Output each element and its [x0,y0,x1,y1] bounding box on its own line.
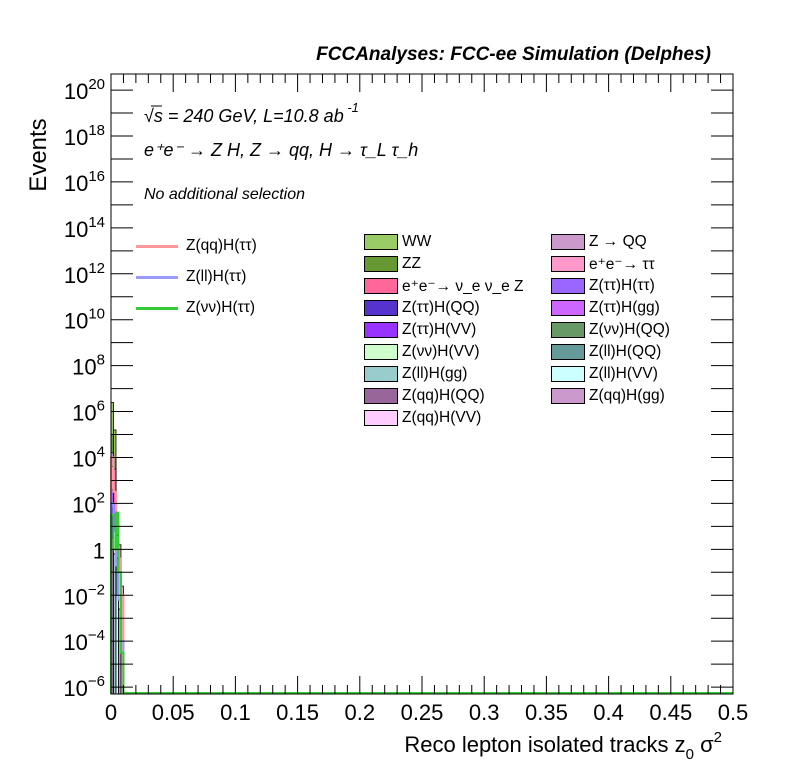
legend-label: Z(qq)H(gg) [589,387,665,404]
x-tick-label-3: 0.15 [276,700,319,725]
legend-label: Z(qq)H(QQ) [402,387,485,404]
y-tick-label-6: 108 [72,352,105,380]
y-tick-label-5: 1010 [64,306,105,334]
legend-bkg-col1-7: Z(qq)H(QQ) [364,386,485,406]
x-tick-label-5: 0.25 [401,700,444,725]
legend-label: Z → QQ [589,233,647,250]
legend-bkg-col1-2: e⁺e⁻→ ν_e ν_e Z [364,276,523,296]
signal-line-2 [110,511,125,694]
legend-box-swatch [551,278,585,294]
legend-label: Z(ll)H(ττ) [186,268,247,285]
legend-bkg-col2-6: Z(ll)H(VV) [551,364,658,384]
x-tick-label-0: 0 [105,700,117,725]
x-tick-label-2: 0.1 [220,700,251,725]
axes [110,73,734,695]
legend-box-swatch [551,366,585,382]
y-axis-label: Events [25,118,52,191]
legend-label: Z(ττ)H(QQ) [402,299,480,316]
legend-box-swatch [551,234,585,250]
y-tick-label-12: 10−4 [63,627,105,655]
y-tick-label-2: 1016 [64,168,105,196]
legend-box-swatch [551,344,585,360]
legend-bkg-col1-8: Z(qq)H(VV) [364,408,481,428]
legend-label: Z(νν)H(VV) [402,343,480,360]
legend-label: e⁺e⁻→ ν_e ν_e Z [402,277,524,295]
legend-line-swatch [136,275,178,279]
selection-label: No additional selection [144,186,305,203]
y-tick-label-0: 1020 [64,76,105,104]
x-tick-label-8: 0.4 [593,700,624,725]
y-tick-label-11: 10−2 [63,581,105,609]
signal-lines [110,456,733,694]
y-tick-label-10: 1 [93,538,105,563]
x-tick-label-9: 0.45 [649,700,692,725]
legend-box-swatch [551,256,585,272]
legend-label: Z(ττ)H(gg) [589,299,660,316]
energy-label: √s = 240 GeV, L=10.8 ab -1 [144,100,359,126]
y-tick-label-7: 106 [72,398,105,426]
y-tick-label-3: 1014 [64,214,105,242]
legend-bkg-col1-1: ZZ [364,254,421,274]
legend-box-swatch [364,256,398,272]
legend-signal-2: Z(νν)H(ττ) [136,298,255,318]
legend-box-swatch [551,300,585,316]
legend-box-swatch [364,366,398,382]
legend-bkg-col1-0: WW [364,232,431,252]
legend-label: Z(νν)H(QQ) [589,321,670,338]
legend-bkg-col1-6: Z(ll)H(gg) [364,364,467,384]
legend-bkg-col2-1: e⁺e⁻→ ττ [551,254,655,274]
legend-box-swatch [364,410,398,426]
y-tick-label-9: 102 [72,489,105,517]
legend-box-swatch [551,388,585,404]
x-tick-label-7: 0.35 [525,700,568,725]
legend-label: Z(νν)H(ττ) [186,299,256,316]
legend-label: WW [402,233,432,250]
legend-bkg-col2-7: Z(qq)H(gg) [551,386,665,406]
legend-box-swatch [364,344,398,360]
legend-bkg-col2-3: Z(ττ)H(gg) [551,298,660,318]
process-label: e⁺e⁻ → Z H, Z → qq, H → τ_L τ_h [144,140,418,160]
legend-signal-0: Z(qq)H(ττ) [136,236,257,256]
legend-label: Z(ττ)H(VV) [402,321,477,338]
legend-bkg-col2-0: Z → QQ [551,232,647,252]
x-tick-label-4: 0.2 [345,700,376,725]
legend-box-swatch [364,322,398,338]
legend-label: Z(ll)H(QQ) [589,343,662,360]
header-title: FCCAnalyses: FCC-ee Simulation (Delphes) [316,44,711,65]
legend-box-swatch [364,234,398,250]
legend-box-swatch [364,388,398,404]
legend-label: Z(ll)H(VV) [589,365,658,382]
legend-bkg-col2-2: Z(ττ)H(ττ) [551,276,655,296]
x-tick-label-10: 0.5 [718,700,749,725]
legend-box-swatch [364,300,398,316]
legend-bkg-col1-5: Z(νν)H(VV) [364,342,480,362]
legend-box-swatch [551,322,585,338]
y-tick-label-8: 104 [72,443,105,471]
x-tick-label-6: 0.3 [469,700,500,725]
legend-bkg-col2-5: Z(ll)H(QQ) [551,342,661,362]
legend-bkg-col2-4: Z(νν)H(QQ) [551,320,670,340]
legend-bkg-col1-3: Z(ττ)H(QQ) [364,298,480,318]
legend-signal-1: Z(ll)H(ττ) [136,267,246,287]
legend-box-swatch [364,278,398,294]
legend-line-swatch [136,306,178,310]
legend-label: Z(ll)H(gg) [402,365,468,382]
x-tick-label-1: 0.05 [152,700,195,725]
text-labels: 1020 1018 1016 1014 1012 1010 108 106 104 102 1 10−… [25,44,748,763]
y-tick-label-4: 1012 [64,260,105,288]
legend-label: Z(qq)H(VV) [402,409,482,426]
legend-label: ZZ [402,255,421,272]
plot-frame [110,73,734,695]
legend-label: e⁺e⁻→ ττ [589,255,655,273]
x-axis-label: Reco lepton isolated tracks z0 σ2 [404,729,722,763]
legend-label: Z(qq)H(ττ) [186,237,257,254]
y-tick-label-1: 1018 [64,122,105,150]
legend-line-swatch [136,244,178,248]
y-tick-label-13: 10−6 [63,673,105,701]
legend-label: Z(ττ)H(ττ) [589,277,655,294]
legend-bkg-col1-4: Z(ττ)H(VV) [364,320,476,340]
